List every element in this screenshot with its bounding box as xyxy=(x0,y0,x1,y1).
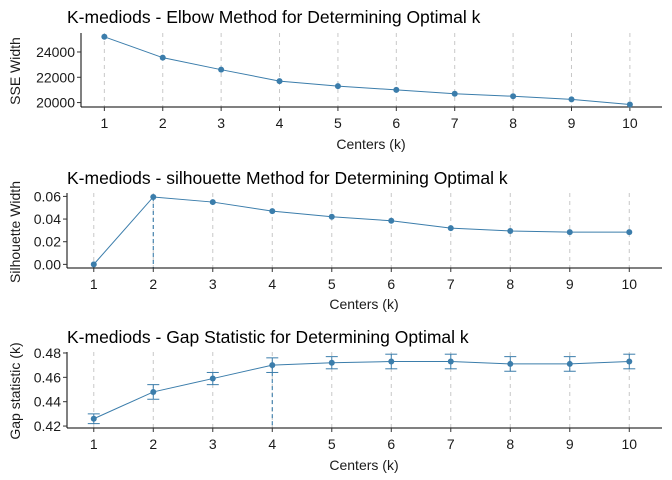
elbow-xtick-label: 2 xyxy=(159,115,167,131)
gap-xtick-label: 9 xyxy=(566,436,574,452)
silhouette-point xyxy=(626,229,633,236)
gap-point xyxy=(388,358,395,365)
silhouette-point xyxy=(566,229,573,236)
elbow-point xyxy=(510,93,517,100)
elbow-point xyxy=(334,83,341,90)
gap-title: K-mediods - Gap Statistic for Determinin… xyxy=(67,327,469,347)
silhouette-point xyxy=(90,261,97,268)
silhouette-xtick-label: 8 xyxy=(506,276,514,292)
elbow-point xyxy=(218,66,225,73)
gap-point xyxy=(447,358,454,365)
elbow-xtick-label: 7 xyxy=(451,115,459,131)
elbow-xtick-label: 9 xyxy=(568,115,576,131)
silhouette-point xyxy=(209,199,216,206)
gap-xtick-label: 3 xyxy=(209,436,217,452)
silhouette-xtick-label: 3 xyxy=(209,276,217,292)
gap-point xyxy=(566,360,573,367)
elbow-xtick-label: 1 xyxy=(100,115,108,131)
gap-point xyxy=(626,358,633,365)
elbow-panel: K-mediods - Elbow Method for Determining… xyxy=(7,7,662,152)
silhouette-point xyxy=(150,193,157,200)
silhouette-point xyxy=(447,225,454,232)
elbow-ytick-label: 22000 xyxy=(36,69,75,85)
gap-xtick-label: 1 xyxy=(90,436,98,452)
silhouette-ylabel: Silhouette Width xyxy=(7,181,23,283)
elbow-point xyxy=(568,96,575,103)
gap-point xyxy=(269,362,276,369)
gap-xlabel: Centers (k) xyxy=(329,457,398,473)
gap-ytick-label: 0.46 xyxy=(34,369,61,385)
elbow-xtick-label: 5 xyxy=(334,115,342,131)
silhouette-xtick-label: 2 xyxy=(149,276,157,292)
elbow-title: K-mediods - Elbow Method for Determining… xyxy=(67,7,481,27)
elbow-point xyxy=(276,78,283,85)
elbow-xtick-label: 8 xyxy=(509,115,517,131)
elbow-ylabel: SSE Width xyxy=(7,37,23,105)
silhouette-xtick-label: 10 xyxy=(621,276,637,292)
elbow-point xyxy=(451,90,458,97)
gap-point xyxy=(150,388,157,395)
elbow-xtick-label: 10 xyxy=(622,115,638,131)
elbow-xtick-label: 4 xyxy=(276,115,284,131)
elbow-point xyxy=(159,54,166,61)
silhouette-title: K-mediods - silhouette Method for Determ… xyxy=(67,168,508,188)
gap-ylabel: Gap statistic (k) xyxy=(7,342,23,439)
silhouette-point xyxy=(507,227,514,234)
silhouette-point xyxy=(269,208,276,215)
gap-xtick-label: 10 xyxy=(621,436,637,452)
elbow-ytick-label: 24000 xyxy=(36,44,75,60)
silhouette-series-line xyxy=(93,196,630,265)
gap-ytick-label: 0.42 xyxy=(34,418,61,434)
gap-xtick-label: 8 xyxy=(506,436,514,452)
gap-xtick-label: 4 xyxy=(268,436,276,452)
elbow-ytick-label: 20000 xyxy=(36,95,75,111)
silhouette-ytick-label: 0.02 xyxy=(34,234,61,250)
elbow-series-line xyxy=(104,36,630,105)
gap-xtick-label: 7 xyxy=(447,436,455,452)
silhouette-xtick-label: 6 xyxy=(387,276,395,292)
silhouette-point xyxy=(328,213,335,220)
elbow-xlabel: Centers (k) xyxy=(336,136,405,152)
silhouette-panel: K-mediods - silhouette Method for Determ… xyxy=(7,168,662,312)
silhouette-point xyxy=(388,217,395,224)
gap-point xyxy=(90,415,97,422)
gap-point xyxy=(507,360,514,367)
elbow-xtick-label: 6 xyxy=(392,115,400,131)
elbow-point xyxy=(101,33,108,40)
silhouette-ytick-label: 0.06 xyxy=(34,188,61,204)
silhouette-xtick-label: 5 xyxy=(328,276,336,292)
gap-ytick-label: 0.48 xyxy=(34,345,61,361)
gap-point xyxy=(209,375,216,382)
gap-series-line xyxy=(93,361,630,420)
silhouette-xtick-label: 9 xyxy=(566,276,574,292)
gap-xtick-label: 5 xyxy=(328,436,336,452)
silhouette-ytick-label: 0.04 xyxy=(34,211,61,227)
silhouette-xlabel: Centers (k) xyxy=(329,296,398,312)
gap-xtick-label: 6 xyxy=(387,436,395,452)
gap-xtick-label: 2 xyxy=(149,436,157,452)
gap-ytick-label: 0.44 xyxy=(34,394,61,410)
silhouette-xtick-label: 7 xyxy=(447,276,455,292)
gap-panel: K-mediods - Gap Statistic for Determinin… xyxy=(7,327,662,473)
elbow-xtick-label: 3 xyxy=(217,115,225,131)
elbow-point xyxy=(393,86,400,93)
silhouette-xtick-label: 1 xyxy=(90,276,98,292)
elbow-point xyxy=(626,101,633,108)
silhouette-xtick-label: 4 xyxy=(268,276,276,292)
silhouette-ytick-label: 0.00 xyxy=(34,256,61,272)
gap-point xyxy=(328,359,335,366)
